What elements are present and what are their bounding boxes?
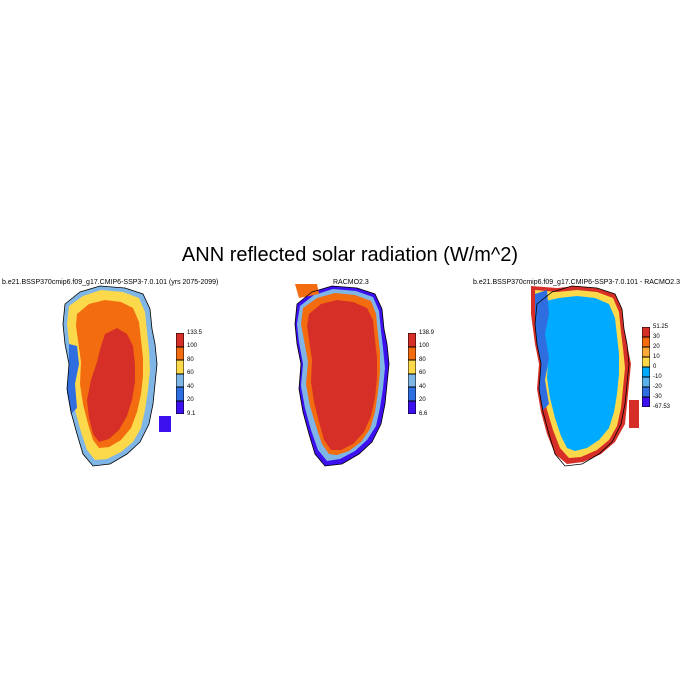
colorbar-label: 20 (653, 343, 660, 350)
colorbar-label: 9.1 (187, 410, 196, 417)
colorbar-swatch (408, 387, 416, 401)
colorbar-swatch (642, 397, 650, 407)
colorbar-label: 80 (419, 356, 426, 363)
colorbar-label: 138.9 (419, 329, 435, 336)
colorbar-swatch (408, 360, 416, 374)
colorbar-swatch (408, 346, 416, 360)
colorbar-label: 100 (419, 343, 430, 349)
zone-red (307, 300, 377, 450)
colorbar-swatch (176, 400, 184, 414)
colorbar-swatch (642, 357, 650, 367)
colorbar-label: 10 (653, 353, 660, 360)
colorbar-label: 40 (419, 383, 426, 390)
map-model (62, 285, 171, 467)
top-orange-block (295, 284, 319, 298)
colorbar-label: 40 (187, 383, 194, 390)
colorbar-label: 0 (653, 363, 657, 370)
panel-title-model: b.e21.BSSP370cmip6.f09_g17.CMIP6-SSP3-7.… (2, 279, 219, 286)
zone-blue-west (67, 344, 79, 414)
outlier-cells (159, 416, 171, 432)
colorbar-swatch (642, 347, 650, 357)
colorbar-label: 20 (419, 397, 426, 403)
colorbar-swatch (642, 387, 650, 397)
panel-title-diff: b.e21.BSSP370cmip6.f09_g17.CMIP6-SSP3-7.… (473, 279, 680, 286)
colorbar-label: 6.6 (419, 410, 428, 417)
colorbar-swatch (176, 387, 184, 401)
colorbar-swatch (408, 373, 416, 387)
colorbar-label: 80 (187, 356, 194, 363)
map-obs (294, 284, 390, 467)
colorbar-label: 60 (187, 370, 194, 376)
coastline (294, 285, 390, 467)
colorbar-swatch (176, 346, 184, 360)
colorbar-label: 100 (187, 343, 198, 349)
zone-negative-west (535, 290, 549, 410)
zone-diff-main (541, 296, 619, 451)
colorbar-label: 60 (419, 370, 426, 376)
colorbar-swatch (642, 327, 650, 337)
panel-title-obs: RACMO2.3 (333, 279, 369, 286)
colorbar-label: 133.5 (187, 329, 203, 336)
colorbar-swatch (176, 333, 184, 347)
colorbar-swatch (642, 377, 650, 387)
coastline (534, 285, 630, 467)
colorbar-swatch (176, 360, 184, 374)
colorbar-swatch (176, 373, 184, 387)
outlier-cells (629, 400, 639, 428)
colorbar-swatch (642, 337, 650, 347)
coastline (62, 285, 158, 467)
colorbar-label: -30 (653, 393, 662, 400)
colorbar-label: 20 (187, 397, 194, 403)
colorbar-label: 30 (653, 333, 660, 340)
map-diff (531, 285, 639, 467)
zone-red (87, 328, 135, 442)
colorbar-swatch (408, 333, 416, 347)
colorbar-label: -20 (653, 383, 662, 390)
colorbar-label: -67.53 (653, 403, 671, 410)
colorbar-swatch (408, 400, 416, 414)
figure-title: ANN reflected solar radiation (W/m^2) (181, 244, 519, 266)
colorbar-swatch (642, 367, 650, 377)
colorbar-label: -10 (653, 373, 662, 380)
colorbar-label: 51.25 (653, 323, 669, 330)
